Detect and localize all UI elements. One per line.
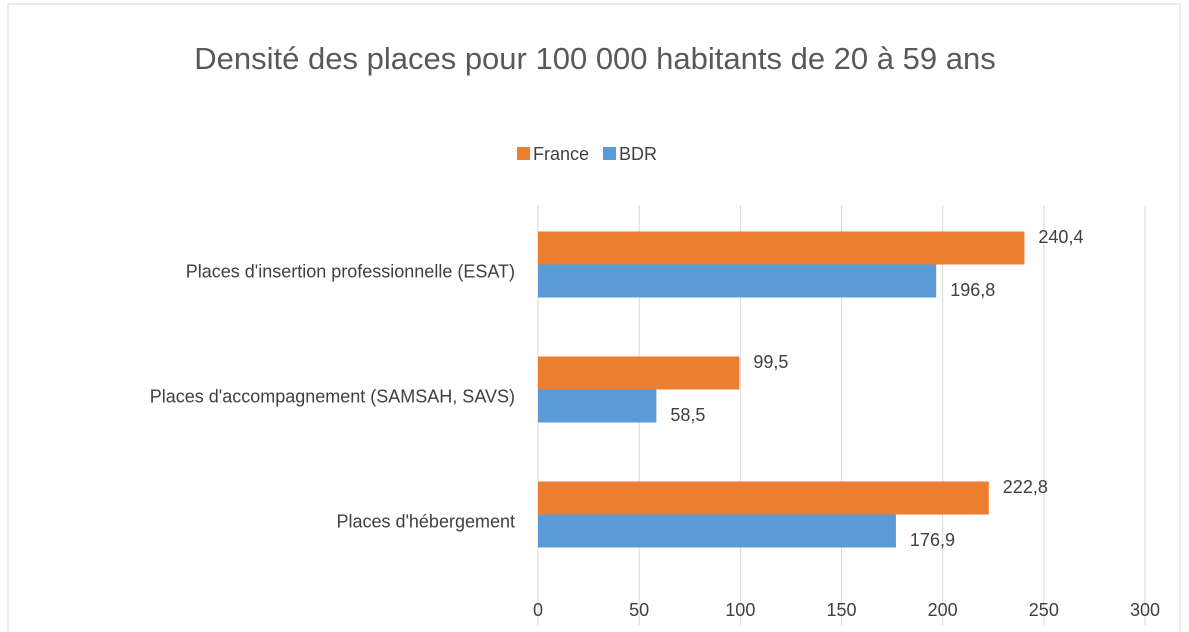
bar [538, 231, 1025, 265]
x-tick-label: 200 [928, 600, 958, 620]
x-tick-label: 50 [629, 600, 649, 620]
y-tick-label: Places d'insertion professionnelle (ESAT… [186, 261, 515, 281]
legend-swatch [517, 147, 530, 160]
data-label: 176,9 [910, 530, 955, 550]
x-tick-label: 0 [533, 600, 543, 620]
y-tick-label: Places d'accompagnement (SAMSAH, SAVS) [150, 386, 515, 406]
x-tick-label: 150 [826, 600, 856, 620]
data-label: 196,8 [950, 280, 995, 300]
y-tick-label: Places d'hébergement [336, 511, 515, 531]
bar [538, 264, 937, 298]
bar [538, 481, 989, 515]
data-label: 58,5 [670, 405, 705, 425]
x-tick-label: 100 [725, 600, 755, 620]
chart-title: Densité des places pour 100 000 habitant… [194, 41, 996, 76]
legend-label: BDR [619, 144, 657, 164]
legend-label: France [533, 144, 589, 164]
x-tick-label: 250 [1029, 600, 1059, 620]
data-label: 222,8 [1003, 477, 1048, 497]
chart-border [7, 3, 1181, 632]
data-label: 240,4 [1038, 227, 1083, 247]
bar [538, 514, 896, 548]
x-tick-label: 300 [1130, 600, 1160, 620]
data-label: 99,5 [753, 352, 788, 372]
bar [538, 389, 657, 423]
legend-swatch [603, 147, 617, 160]
bar [538, 356, 740, 390]
